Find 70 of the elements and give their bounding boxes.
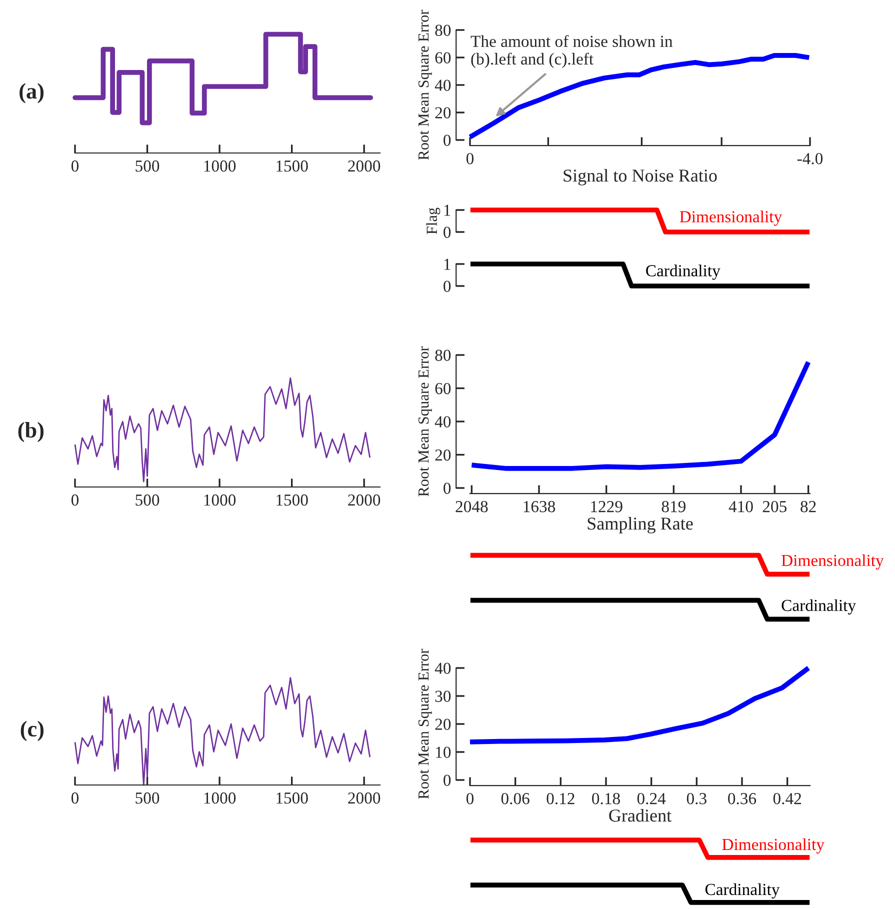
x-axis-title: Sampling Rate (588, 517, 693, 534)
y-tick-label: 40 (434, 80, 451, 91)
line-series (469, 360, 811, 471)
text: (c) (20, 720, 44, 742)
y-tick-label: 30 (435, 690, 451, 702)
text: (b) (18, 422, 44, 442)
y-tick-label: 0 (444, 482, 451, 494)
y-tick-label: 1 (444, 204, 450, 216)
y-tick-label: 60 (435, 52, 451, 64)
y-tick-label: 20 (435, 449, 451, 461)
x-tick-label: 0 (71, 792, 79, 804)
series-label: Dimensionality (680, 210, 782, 226)
x-tick-label: 0 (71, 160, 79, 172)
y-tick-label: 80 (435, 350, 451, 361)
y-tick-label: 0 (444, 134, 451, 146)
x-tick-label: 2000 (348, 494, 380, 506)
x-tick-label: 0.18 (592, 792, 620, 804)
x-tick-label: 2048 (456, 500, 488, 512)
x-tick-label: 2000 (348, 160, 380, 172)
x-tick-label: 1000 (204, 792, 236, 804)
line-series (468, 666, 811, 744)
y-tick-label: 10 (436, 746, 451, 758)
y-tick-label: 20 (435, 718, 451, 730)
x-tick-label: 0 (466, 792, 474, 804)
series-label: Cardinality (705, 883, 780, 899)
x-tick-label: 500 (136, 160, 160, 172)
x-tick-label: 1500 (276, 494, 308, 506)
y-tick-label: 80 (435, 24, 451, 36)
x-tick-label: 819 (662, 500, 686, 512)
x-tick-label: 1000 (204, 494, 236, 506)
x-tick-label: 410 (728, 500, 753, 512)
x-tick-label: 1000 (204, 160, 236, 172)
y-tick-label: 40 (434, 662, 451, 674)
y-axis-title: Flag (426, 208, 440, 234)
x-tick-label: 1638 (524, 500, 556, 512)
x-tick-label: 82 (800, 500, 816, 512)
y-tick-label: 20 (435, 107, 451, 118)
x-tick-label: 0.12 (546, 792, 574, 804)
x-tick-label: 500 (136, 792, 160, 804)
y-axis-title: Root Mean Square Error (418, 648, 432, 799)
y-tick-label: 0 (444, 280, 451, 292)
y-tick-label: 0 (444, 226, 451, 238)
series-label: Dimensionality (782, 554, 884, 570)
x-tick-label: 205 (762, 500, 786, 512)
x-tick-label: 1500 (276, 160, 308, 172)
y-axis-title: Root Mean Square Error (418, 10, 432, 160)
x-tick-label: 0.24 (637, 792, 666, 804)
series-label: Cardinality (646, 264, 720, 280)
text: (a) (20, 83, 44, 104)
y-tick-label: 60 (435, 382, 451, 394)
series-label: Dimensionality (722, 838, 824, 854)
x-axis-title: Signal to Noise Ratio (564, 169, 717, 186)
x-tick-label: 0.36 (728, 792, 756, 804)
x-tick-label: 2000 (348, 792, 380, 804)
y-tick-label: 1 (444, 258, 450, 270)
series-label: Cardinality (782, 599, 856, 615)
annotation: The amount of noise shown in (b).left and (c).left (470, 35, 673, 68)
x-tick-label: 1229 (591, 501, 622, 512)
x-axis-title: Gradient (609, 809, 672, 822)
x-tick-label: 1500 (276, 792, 308, 804)
y-tick-label: 0 (444, 774, 451, 786)
x-tick-label: -4.0 (797, 152, 823, 164)
x-tick-label: 0.06 (501, 792, 530, 804)
y-tick-label: 40 (434, 416, 451, 428)
x-tick-label: 500 (136, 494, 160, 506)
line-series (468, 53, 812, 140)
x-tick-label: 0.42 (773, 792, 801, 804)
y-axis-title: Root Mean Square Error (418, 346, 432, 496)
x-tick-label: 0.3 (686, 792, 706, 804)
x-tick-label: 0 (71, 494, 79, 506)
